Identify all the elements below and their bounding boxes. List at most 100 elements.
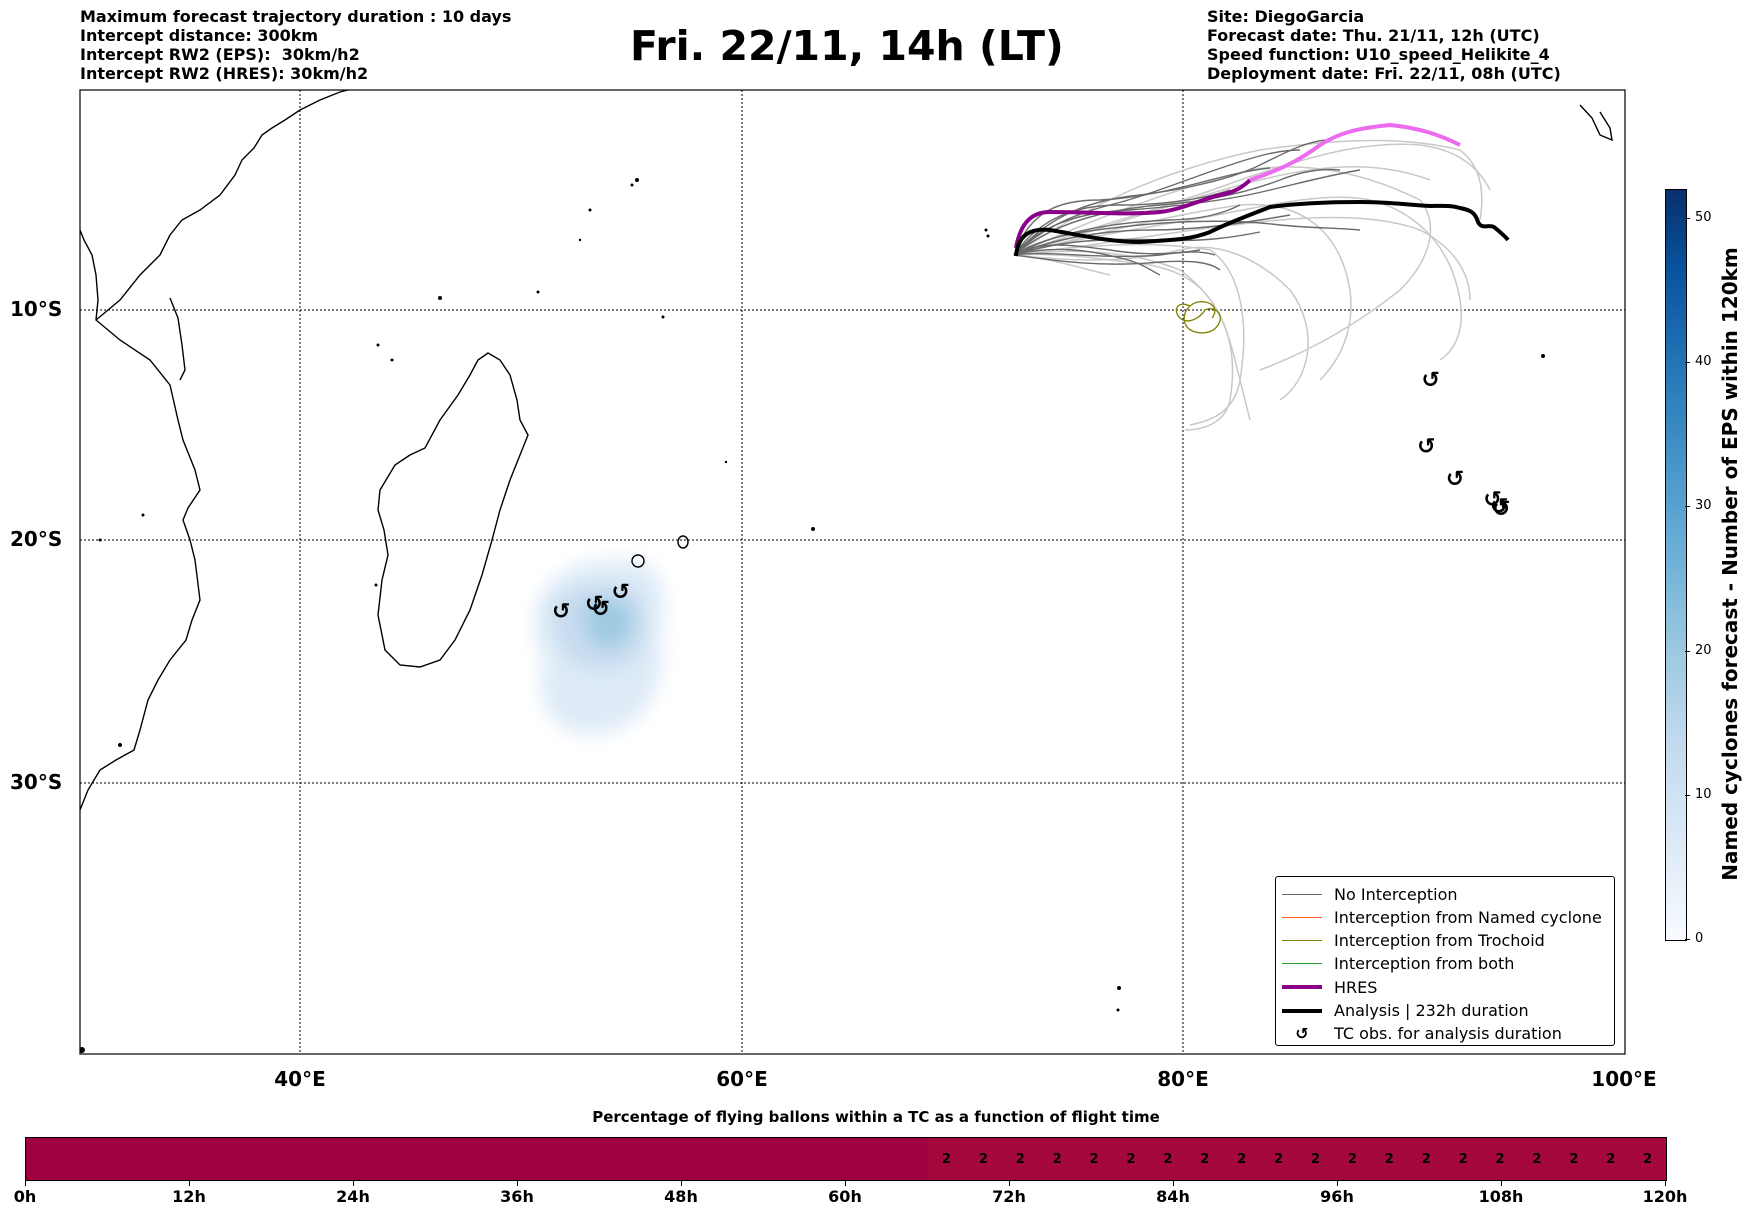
flight-bar-tick-label: 72h xyxy=(992,1187,1026,1206)
speed-function: Speed function: U10_speed_Helikite_4 xyxy=(1207,45,1550,64)
flight-bar-tick-label: 24h xyxy=(336,1187,370,1206)
flight-bar-tick-mark xyxy=(1173,1180,1174,1186)
param-intercept-distance: Intercept distance: 300km xyxy=(80,26,319,45)
flight-bar-tick-label: 0h xyxy=(13,1187,37,1206)
tc-observation-icon: ↺ xyxy=(1446,467,1464,492)
forecast-date: Forecast date: Thu. 21/11, 12h (UTC) xyxy=(1207,26,1540,45)
trochoid-interception-trajectory xyxy=(1175,301,1221,334)
africa-coastline xyxy=(80,229,201,811)
cyclone-icon: ↺ xyxy=(1295,1024,1309,1044)
legend-item: ↺ TC obs. for analysis duration xyxy=(1282,1023,1562,1045)
hres-trajectory xyxy=(1014,178,1252,249)
colorbar-label: Named cyclones forecast - Number of EPS … xyxy=(1718,247,1742,881)
legend-line-swatch xyxy=(1282,930,1322,952)
legend-label: Analysis | 232h duration xyxy=(1334,1001,1529,1020)
eps-density-field xyxy=(533,559,664,735)
flight-bar-tick-label: 84h xyxy=(1156,1187,1190,1206)
flight-bar-cell: 2 xyxy=(1421,1151,1431,1167)
flight-bar-tick-mark xyxy=(189,1180,190,1186)
map-legend: No Interception Interception from Named c… xyxy=(1275,876,1615,1046)
flight-bar-tick-label: 120h xyxy=(1642,1187,1688,1206)
flight-bar-tick-mark xyxy=(1009,1180,1010,1186)
flight-bar-cell: 2 xyxy=(1163,1151,1173,1167)
flight-bar-tick-mark xyxy=(1337,1180,1338,1186)
legend-line-swatch xyxy=(1282,906,1322,928)
legend-label: TC obs. for analysis duration xyxy=(1334,1024,1562,1044)
flight-bar-tick-mark xyxy=(1665,1180,1666,1186)
tc-observation-icon: ↺ xyxy=(612,580,630,605)
flight-bar-tick-label: 12h xyxy=(172,1187,206,1206)
flight-bar-cell: 2 xyxy=(1015,1151,1025,1167)
legend-label: Interception from both xyxy=(1334,954,1515,974)
colorbar-tick-label: 50 xyxy=(1685,210,1712,225)
colorbar xyxy=(1665,189,1687,941)
flight-bar-cell: 2 xyxy=(1569,1151,1579,1167)
legend-label: Interception from Named cyclone xyxy=(1334,907,1602,927)
flight-bar-tick-label: 96h xyxy=(1320,1187,1354,1206)
flight-bar-tick-label: 48h xyxy=(664,1187,698,1206)
legend-label: No Interception xyxy=(1334,884,1458,904)
flight-bar-cell: 2 xyxy=(978,1151,988,1167)
legend-item: No Interception xyxy=(1282,883,1458,905)
flight-bar-tick-mark xyxy=(681,1180,682,1186)
run-parameters: Maximum forecast trajectory duration : 1… xyxy=(80,7,511,83)
tc-observation-icon: ↺ xyxy=(552,599,570,624)
legend-item: Interception from Named cyclone xyxy=(1282,906,1602,928)
flight-bar-cell: 2 xyxy=(1089,1151,1099,1167)
colorbar-tick-label: 10 xyxy=(1685,787,1712,802)
hres-trajectory-late xyxy=(1249,122,1461,182)
tc-observation-icon: ↺ xyxy=(585,592,603,617)
flight-bar-cell: 2 xyxy=(1310,1151,1321,1167)
lat-label-10s: 10°S xyxy=(10,297,63,321)
legend-label: Interception from Trochoid xyxy=(1334,931,1545,951)
colorbar-tick-label: 0 xyxy=(1684,931,1703,946)
flight-bar-cell: 2 xyxy=(1052,1151,1062,1167)
legend-line-swatch xyxy=(1282,1000,1322,1022)
param-duration: Maximum forecast trajectory duration : 1… xyxy=(80,7,512,26)
flight-bar-base-segment xyxy=(26,1138,928,1180)
flight-bar-tick-label: 36h xyxy=(500,1187,534,1206)
flight-bar-tick-mark xyxy=(353,1180,354,1186)
legend-line-swatch xyxy=(1282,953,1322,975)
flight-bar-tick-label: 108h xyxy=(1478,1187,1524,1206)
tc-observation-icon: ↺ xyxy=(1483,488,1501,513)
param-rw2-hres: Intercept RW2 (HRES): 30km/h2 xyxy=(80,64,369,83)
lon-label-40e: 40°E xyxy=(274,1067,326,1091)
flight-bar-cell: 2 xyxy=(1384,1151,1394,1167)
flight-bar-tick-mark xyxy=(517,1180,518,1186)
lat-label-20s: 20°S xyxy=(10,527,63,551)
tc-observation-icon: ↺ xyxy=(1490,495,1508,520)
flight-bar-cell: 2 xyxy=(1274,1151,1284,1167)
flight-bar-title: Percentage of flying ballons within a TC… xyxy=(592,1108,1160,1126)
tc-observation-icon: ↺ xyxy=(1492,497,1510,522)
param-rw2-eps: Intercept RW2 (EPS): 30km/h2 xyxy=(80,45,360,64)
colorbar-tick-label: 20 xyxy=(1685,643,1712,658)
analysis-trajectory xyxy=(1014,199,1510,257)
legend-label: HRES xyxy=(1334,977,1378,997)
legend-line-swatch xyxy=(1282,976,1322,998)
legend-item: Interception from both xyxy=(1282,953,1514,975)
lat-label-30s: 30°S xyxy=(10,770,63,794)
tc-observation-icon: ↺ xyxy=(1422,368,1440,393)
flight-bar-cell: 2 xyxy=(1347,1151,1357,1167)
flight-bar-cell: 2 xyxy=(1495,1151,1505,1167)
flight-bar-tick-label: 60h xyxy=(828,1187,862,1206)
graticule xyxy=(80,90,1625,1054)
flight-bar-cell: 2 xyxy=(1237,1151,1247,1167)
deployment-date: Deployment date: Fri. 22/11, 08h (UTC) xyxy=(1207,64,1561,83)
coastlines xyxy=(80,90,1613,811)
flight-bar-cell: 2 xyxy=(1606,1151,1616,1167)
site-info: Site: DiegoGarcia Forecast date: Thu. 21… xyxy=(1207,7,1561,83)
tc-observations: ↺↺↺↺↺↺↺ ↺ ↺↺ xyxy=(552,368,1511,624)
flight-bar-cells: 2 2 2 2 2 2 2 2 2 2 2 2 2 2 2 2 2 2 2 2 xyxy=(928,1138,1666,1180)
flight-bar-cell: 2 xyxy=(941,1151,951,1167)
colorbar-tick-label: 30 xyxy=(1685,498,1712,513)
legend-line-swatch xyxy=(1282,883,1322,905)
eps-trajectories-no-interception xyxy=(1013,139,1361,276)
lon-label-80e: 80°E xyxy=(1157,1067,1209,1091)
flight-bar-cell: 2 xyxy=(1643,1151,1653,1167)
flight-bar-cell: 2 xyxy=(1532,1151,1542,1167)
flight-time-bar: 2 2 2 2 2 2 2 2 2 2 2 2 2 2 2 2 2 2 2 2 xyxy=(25,1137,1667,1181)
flight-bar-cell: 2 xyxy=(1200,1151,1210,1167)
tc-observation-icon: ↺ xyxy=(592,597,610,622)
